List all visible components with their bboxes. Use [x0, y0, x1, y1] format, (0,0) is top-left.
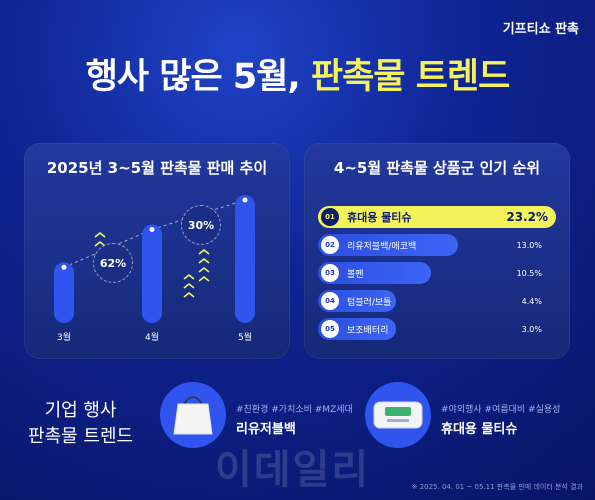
rank-percentage: 13.0% — [516, 241, 542, 250]
ranking-row-05: 05 보조배터리 — [318, 318, 396, 340]
rank-label: 리유저블백/에코백 — [347, 241, 417, 252]
chevron-up-icon — [198, 275, 210, 282]
bar-2 — [142, 224, 162, 323]
rank-number: 03 — [321, 264, 339, 282]
item2-tags: #야외행사 #여름대비 #실용성 — [441, 405, 561, 415]
chevron-up-icon — [198, 248, 210, 255]
item2-name: 휴대용 물티슈 — [441, 422, 518, 437]
ranking-row-02: 02 리유저블백/에코백 — [318, 234, 458, 256]
watermark-logo: 이데일리 — [215, 447, 371, 493]
rank-label: 보조배터리 — [347, 325, 389, 336]
sales-trend-panel: 2025년 3~5월 판촉물 판매 추이 3월 4월 5월 62% 30% — [24, 143, 290, 359]
trend-point-3 — [242, 197, 248, 203]
rank-number: 02 — [321, 236, 339, 254]
rank-number: 01 — [321, 208, 339, 226]
bottom-title-line2: 판촉물 트렌드 — [28, 426, 134, 447]
trend-point-1 — [61, 264, 67, 270]
item1-tags: #친환경 #가치소비 #MZ세대 — [236, 405, 353, 415]
rank-percentage: 3.0% — [521, 325, 542, 334]
chevron-up-icon — [183, 282, 195, 289]
rank-percentage: 23.2% — [506, 210, 548, 224]
sales-trend-title: 2025년 3~5월 판촉물 판매 추이 — [46, 159, 268, 177]
item1-name: 리유저블백 — [236, 422, 296, 437]
bottom-title: 기업 행사 판촉물 트렌드 — [28, 398, 133, 450]
rank-number: 04 — [321, 292, 339, 310]
page-headline: 행사 많은 5월, 판촉물 트렌드 — [0, 48, 595, 99]
ranking-row-04: 04 텀블러/보틀 — [318, 290, 396, 312]
rank-label: 볼펜 — [347, 269, 364, 280]
x-tick-label: 4월 — [145, 331, 159, 343]
ranking-row-03: 03 볼펜 — [318, 262, 432, 284]
footnote: ※ 2025. 04. 01 ~ 05.11 판촉물 판매 데이터 분석 결과 — [411, 483, 583, 491]
wet-tissue-icon — [373, 401, 423, 429]
bottom-title-line1: 기업 행사 — [44, 400, 117, 421]
trend-line — [63, 199, 246, 268]
growth-bubble-mar-apr: 62% — [93, 243, 133, 283]
headline-highlight: 판촉물 트렌드 — [310, 57, 510, 97]
chevron-up-icon — [94, 231, 106, 238]
headline-normal: 행사 많은 5월, — [85, 57, 301, 97]
x-tick-label: 5월 — [238, 331, 252, 343]
ranking-row-01: 01 휴대용 물티슈 — [318, 206, 556, 228]
tote-bag-image — [160, 382, 226, 448]
trend-point-2 — [149, 227, 155, 233]
rank-number: 05 — [321, 320, 339, 338]
brand-label: 기프티쇼 판촉 — [502, 22, 579, 37]
bar-3 — [235, 195, 255, 323]
x-tick-label: 3월 — [57, 331, 71, 343]
chevron-up-icon — [183, 291, 195, 298]
rank-percentage: 10.5% — [516, 269, 542, 278]
chevron-up-icon — [198, 257, 210, 264]
chevron-up-icon — [198, 266, 210, 273]
rank-label: 휴대용 물티슈 — [347, 211, 412, 224]
category-ranking-panel: 4~5월 판촉물 상품군 인기 순위 01 휴대용 물티슈 23.2% 02 리유저블백… — [304, 143, 570, 359]
growth-bubble-apr-may: 30% — [181, 205, 221, 245]
sales-trend-chart: 3월 4월 5월 62% 30% — [24, 183, 290, 359]
wet-tissue-image — [365, 382, 431, 448]
rank-label: 텀블러/보틀 — [347, 297, 392, 308]
category-ranking-title: 4~5월 판촉물 상품군 인기 순위 — [333, 159, 541, 177]
sales-trend-svg: 3월 4월 5월 — [54, 195, 255, 343]
rank-percentage: 4.4% — [521, 297, 542, 306]
chevron-up-icon — [183, 273, 195, 280]
bar-1 — [54, 262, 74, 323]
tote-bag-icon — [173, 396, 213, 435]
